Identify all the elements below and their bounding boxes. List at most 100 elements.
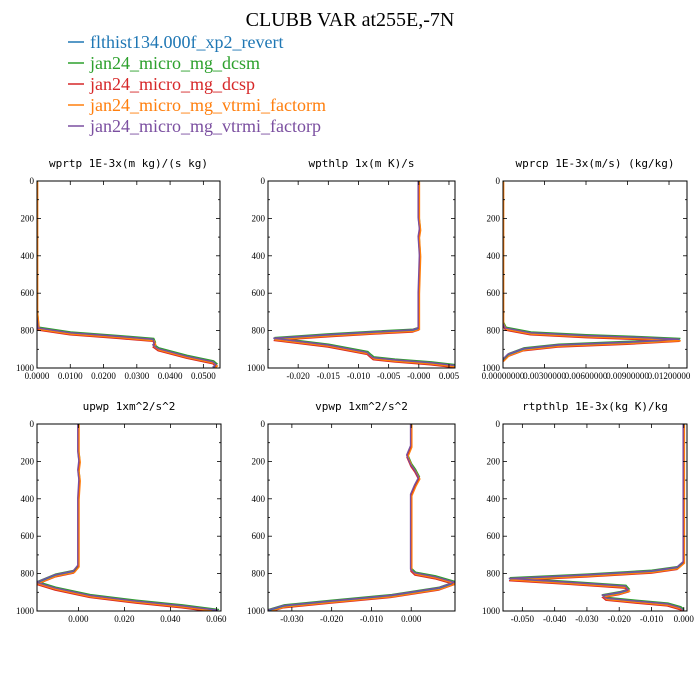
y-tick-label: 200 <box>487 456 501 466</box>
x-tick-label: -0.040 <box>543 614 567 624</box>
legend-entry: jan24_micro_mg_vtrmi_factorp <box>68 116 321 136</box>
x-tick-label: 0.040 <box>160 614 181 624</box>
panel-title: wprtp 1E-3x(m kg)/(s kg) <box>49 157 208 170</box>
chart-panel: wpthlp 1x(m K)/s02004006008001000-0.020-… <box>247 157 460 381</box>
series-line <box>37 424 219 611</box>
series-line <box>274 181 455 368</box>
y-tick-label: 600 <box>252 531 266 541</box>
x-tick-label: -0.030 <box>575 614 599 624</box>
x-tick-label: 0.0200 <box>91 371 116 381</box>
y-tick-label: 0 <box>30 419 35 429</box>
panel-title: upwp 1xm^2/s^2 <box>83 400 176 413</box>
series-group <box>268 424 455 611</box>
legend-entry: flthist134.000f_xp2_revert <box>68 32 283 52</box>
y-tick-label: 400 <box>252 494 266 504</box>
y-tick-label: 800 <box>487 569 501 579</box>
chart-panel: wprcp 1E-3x(m/s) (kg/kg) 0 200 400 600 800 100… <box>482 157 691 381</box>
y-tick-label: 200 <box>252 213 266 223</box>
y-tick-label: 600 <box>21 531 35 541</box>
series-line <box>508 424 684 611</box>
legend-label: jan24_micro_mg_dcsp <box>89 74 255 94</box>
x-tick-label: 0.00300000 <box>523 371 566 381</box>
panel-title: wpthlp 1x(m K)/s <box>309 157 415 170</box>
x-tick-label: -0.020 <box>320 614 344 624</box>
series-line <box>37 181 219 368</box>
y-tick-label: 800 <box>21 569 35 579</box>
legend-label: jan24_micro_mg_dcsm <box>89 53 260 73</box>
x-tick-label: 0.020 <box>114 614 135 624</box>
y-tick-label: 0 <box>261 419 266 429</box>
series-line <box>37 311 218 368</box>
series-group <box>273 181 455 368</box>
legend-entry: jan24_micro_mg_vtrmi_factorm <box>68 95 326 115</box>
y-tick-label: 0 <box>496 176 501 186</box>
legend-entry: jan24_micro_mg_dcsp <box>68 74 255 94</box>
series-line <box>37 424 219 611</box>
y-tick-label: 400 <box>487 494 501 504</box>
x-tick-label: 0.0100 <box>58 371 83 381</box>
y-tick-label: 400 <box>252 251 266 261</box>
y-tick-label: 400 <box>487 251 501 261</box>
series-group <box>508 424 686 611</box>
y-tick-label: 600 <box>21 288 35 298</box>
x-tick-label: 0.0000 <box>25 371 50 381</box>
series-group <box>503 181 681 363</box>
panel-title: vpwp 1xm^2/s^2 <box>315 400 408 413</box>
x-tick-label: -0.000 <box>407 371 431 381</box>
x-tick-label: 0.00600000 <box>565 371 608 381</box>
series-line <box>268 424 455 611</box>
x-tick-label: 0.01200000 <box>648 371 691 381</box>
x-tick-label: -0.030 <box>280 614 304 624</box>
y-tick-label: 600 <box>252 288 266 298</box>
x-tick-label: -0.050 <box>511 614 535 624</box>
series-group <box>37 424 220 611</box>
panel-title: wprcp 1E-3x(m/s) (kg/kg) <box>516 157 675 170</box>
chart-panel: rtpthlp 1E-3x(kg K)/kg02004006008001000-… <box>482 400 694 624</box>
x-tick-label: -0.010 <box>360 614 384 624</box>
legend-entry: jan24_micro_mg_dcsm <box>68 53 260 73</box>
legend-label: jan24_micro_mg_vtrmi_factorm <box>89 95 326 115</box>
x-tick-label: 0.000 <box>674 614 695 624</box>
y-tick-label: 200 <box>21 456 35 466</box>
x-tick-label: 0.00000000 <box>482 371 525 381</box>
legend-label: flthist134.000f_xp2_revert <box>90 32 283 52</box>
y-tick-label: 200 <box>487 213 501 223</box>
panels: wprtp 1E-3x(m kg)/(s kg) 0 200 400 600 800 100… <box>16 157 694 624</box>
x-tick-label: -0.010 <box>347 371 371 381</box>
figure-title: CLUBB VAR at255E,-7N <box>246 9 455 31</box>
y-tick-label: 400 <box>21 494 35 504</box>
y-tick-label: 1000 <box>16 606 35 616</box>
panel-title: rtpthlp 1E-3x(kg K)/kg <box>522 400 668 413</box>
x-tick-label: 0.00900000 <box>606 371 649 381</box>
x-tick-label: 0.000 <box>68 614 89 624</box>
x-tick-label: 0.0300 <box>124 371 149 381</box>
y-tick-label: 1000 <box>482 606 501 616</box>
y-tick-label: 1000 <box>482 363 501 373</box>
series-line <box>273 181 455 366</box>
y-tick-label: 1000 <box>247 363 266 373</box>
y-tick-label: 200 <box>21 213 35 223</box>
y-tick-label: 400 <box>21 251 35 261</box>
y-tick-label: 800 <box>21 326 35 336</box>
chart-panel: wprtp 1E-3x(m kg)/(s kg) 0 200 400 600 800 100… <box>16 157 221 381</box>
y-tick-label: 600 <box>487 288 501 298</box>
y-tick-label: 0 <box>30 176 35 186</box>
y-tick-label: 800 <box>487 326 501 336</box>
x-tick-label: -0.015 <box>317 371 341 381</box>
y-tick-label: 800 <box>252 326 266 336</box>
y-tick-label: 600 <box>487 531 501 541</box>
chart-panel: vpwp 1xm^2/s^2 0 200 400 600 800 1000 -0.030 -0.… <box>247 400 456 624</box>
y-tick-label: 1000 <box>16 363 35 373</box>
x-tick-label: 0.005 <box>439 371 460 381</box>
x-tick-label: 0.060 <box>206 614 227 624</box>
y-tick-label: 0 <box>261 176 266 186</box>
x-tick-label: -0.005 <box>377 371 401 381</box>
legend: flthist134.000f_xp2_revert jan24_micro_m… <box>68 32 326 136</box>
legend-label: jan24_micro_mg_vtrmi_factorp <box>89 116 321 136</box>
x-tick-label: -0.010 <box>640 614 664 624</box>
x-tick-label: 0.000 <box>401 614 422 624</box>
x-tick-label: 0.0500 <box>191 371 216 381</box>
y-tick-label: 0 <box>496 419 501 429</box>
y-tick-label: 800 <box>252 569 266 579</box>
